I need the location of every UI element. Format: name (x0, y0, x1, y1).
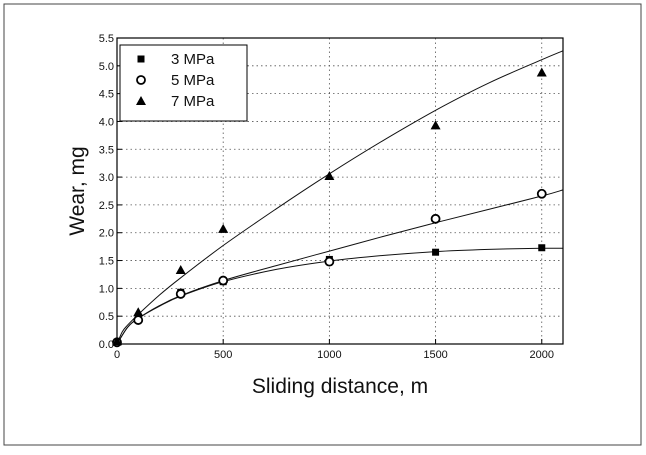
y-tick-label: 2.5 (99, 200, 114, 212)
data-point-7-mpa (536, 67, 547, 77)
data-point-7-mpa (430, 120, 441, 130)
legend: 3 MPa 5 MPa 7 MPa (119, 44, 248, 122)
legend-label-5-mpa: 5 MPa (171, 72, 215, 89)
legend-label-3-mpa: 3 MPa (171, 51, 215, 68)
plot-frame (116, 37, 564, 345)
y-tick-label: 1.5 (99, 256, 114, 268)
figure-frame (3, 3, 642, 446)
legend-marker-7-mpa (136, 96, 146, 105)
fit-curve-7-mpa (116, 50, 564, 345)
fit-curve-5-mpa (116, 189, 564, 345)
y-tick-label: 0.0 (99, 339, 114, 351)
data-point-3-mpa (538, 244, 546, 252)
y-tick-label: 4.0 (99, 116, 114, 128)
y-tick-label: 5.5 (99, 33, 114, 45)
x-tick-label: 0 (114, 349, 120, 361)
y-tick-label: 4.5 (99, 89, 114, 101)
y-tick-label: 1.0 (99, 283, 114, 295)
legend-marker-5-mpa (136, 75, 146, 85)
data-point-5-mpa (430, 213, 441, 224)
y-tick-label: 0.5 (99, 311, 114, 323)
data-point-5-mpa (536, 188, 547, 199)
data-point-7-mpa (324, 170, 335, 180)
data-point-7-mpa (133, 307, 144, 317)
x-tick-label: 1500 (423, 349, 447, 361)
y-tick-label: 3.0 (99, 172, 114, 184)
data-point-3-mpa (432, 248, 440, 256)
x-tick-label: 500 (214, 349, 232, 361)
data-point-7-mpa (175, 265, 186, 275)
ticks: 0 500 1000 1500 2000 0.0 0.5 1.0 1.5 2.0 2.5 3.0 3.5… (99, 33, 554, 361)
x-tick-label: 1000 (317, 349, 341, 361)
data-point-5-mpa (218, 275, 229, 286)
data-point-5-mpa (324, 256, 335, 267)
legend-label-7-mpa: 7 MPa (171, 93, 215, 110)
y-tick-label: 3.5 (99, 144, 114, 156)
legend-marker-3-mpa (137, 55, 145, 63)
y-tick-label: 5.0 (99, 61, 114, 73)
data-point-7-mpa (218, 223, 229, 233)
y-axis-label: Wear, mg (66, 146, 89, 235)
data-point-5-mpa (175, 289, 186, 299)
x-tick-label: 2000 (530, 349, 554, 361)
data-point-5-mpa (133, 315, 144, 325)
x-axis-label: Sliding distance, m (252, 375, 428, 398)
y-tick-label: 2.0 (99, 228, 114, 240)
